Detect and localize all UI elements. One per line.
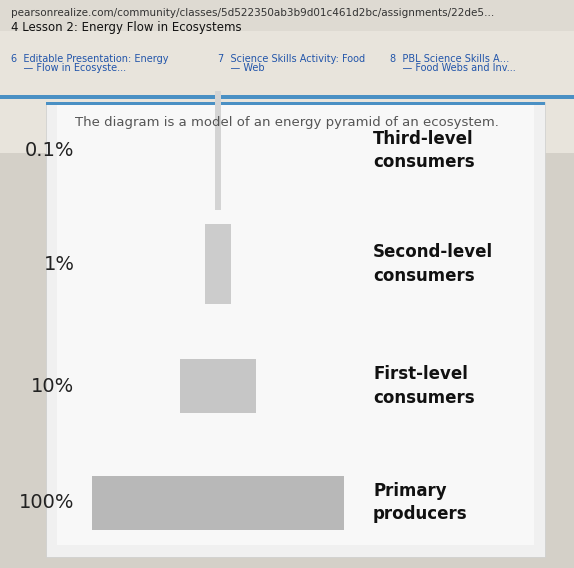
Bar — [57, 105, 534, 545]
Text: 100%: 100% — [19, 493, 75, 512]
Text: — Flow in Ecosyste...: — Flow in Ecosyste... — [11, 62, 127, 73]
Bar — [0, 0, 574, 31]
Text: The diagram is a model of an energy pyramid of an ecosystem.: The diagram is a model of an energy pyra… — [75, 116, 498, 130]
Text: pearsonrealize.com/community/classes/5d522350ab3b9d01c461d2bc/assignments/22de5…: pearsonrealize.com/community/classes/5d5… — [11, 8, 495, 18]
Text: Third-level
consumers: Third-level consumers — [373, 130, 475, 172]
Text: First-level
consumers: First-level consumers — [373, 365, 475, 407]
Bar — [46, 102, 545, 105]
Text: 8  PBL Science Skills A…: 8 PBL Science Skills A… — [390, 53, 510, 64]
Text: 7  Science Skills Activity: Food: 7 Science Skills Activity: Food — [218, 53, 365, 64]
Text: 10%: 10% — [32, 377, 75, 396]
Text: 6  Editable Presentation: Energy: 6 Editable Presentation: Energy — [11, 53, 169, 64]
Text: 1%: 1% — [44, 254, 75, 274]
Bar — [0, 0, 574, 153]
Text: — Food Webs and Inv...: — Food Webs and Inv... — [390, 62, 516, 73]
Text: Primary
producers: Primary producers — [373, 482, 468, 524]
Bar — [215, 91, 221, 210]
Bar — [180, 359, 256, 414]
Bar — [205, 224, 231, 304]
Text: — Web: — Web — [218, 62, 265, 73]
Text: 0.1%: 0.1% — [25, 141, 75, 160]
Bar — [0, 95, 574, 99]
Text: Second-level
consumers: Second-level consumers — [373, 243, 493, 285]
Text: 4 Lesson 2: Energy Flow in Ecosystems: 4 Lesson 2: Energy Flow in Ecosystems — [11, 21, 242, 34]
Bar — [46, 102, 545, 557]
Bar — [92, 475, 344, 529]
